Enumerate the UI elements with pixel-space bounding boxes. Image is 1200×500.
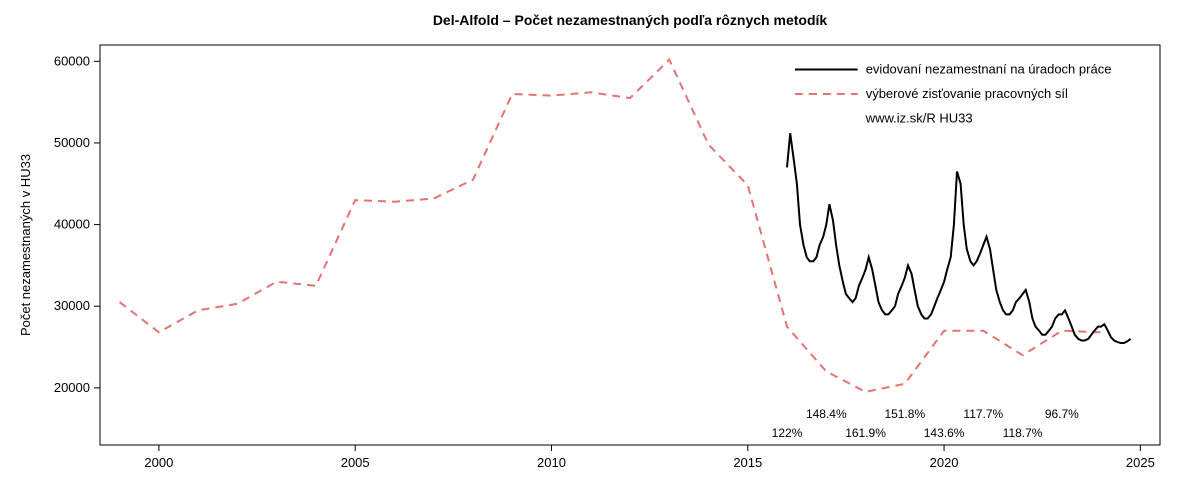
- y-tick-label: 60000: [54, 53, 90, 68]
- y-axis-label: Počet nezamestnaných v HU33: [18, 154, 33, 336]
- percent-label: 118.7%: [1003, 426, 1043, 440]
- y-tick-label: 50000: [54, 135, 90, 150]
- y-tick-label: 30000: [54, 298, 90, 313]
- percent-label: 161.9%: [845, 426, 886, 440]
- x-tick-label: 2025: [1126, 455, 1155, 470]
- legend-footer: www.iz.sk/R HU33: [865, 110, 973, 125]
- y-tick-label: 20000: [54, 380, 90, 395]
- x-tick-label: 2000: [144, 455, 173, 470]
- percent-label: 151.8%: [884, 407, 925, 421]
- percent-label: 143.6%: [924, 426, 965, 440]
- series-solid: [787, 133, 1131, 343]
- x-tick-label: 2015: [733, 455, 762, 470]
- y-tick-label: 40000: [54, 217, 90, 232]
- x-tick-label: 2010: [537, 455, 566, 470]
- percent-label: 148.4%: [806, 407, 847, 421]
- chart-svg: Del-Alfold – Počet nezamestnaných podľa …: [0, 0, 1200, 500]
- legend-label: evidovaní nezamestnaní na úradoch práce: [866, 61, 1112, 76]
- percent-labels: 148.4% 151.8% 117.7% 96.7% 122% 161.9% 143.6% 1…: [772, 407, 1080, 440]
- legend-label: výberové zisťovanie pracovných síl: [866, 86, 1068, 101]
- x-tick-label: 2005: [341, 455, 370, 470]
- percent-label: 96.7%: [1045, 407, 1079, 421]
- y-axis: 20000 30000 40000 50000 60000: [54, 53, 100, 395]
- chart-title: Del-Alfold – Počet nezamestnaných podľa …: [433, 12, 828, 28]
- x-tick-label: 2020: [930, 455, 959, 470]
- plot-border: [100, 45, 1160, 445]
- x-axis: 2000 2005 2010 2015 2020 2025: [144, 445, 1154, 470]
- legend: evidovaní nezamestnaní na úradoch práce v…: [795, 61, 1112, 125]
- percent-label: 117.7%: [963, 407, 1003, 421]
- chart-container: Del-Alfold – Počet nezamestnaných podľa …: [0, 0, 1200, 500]
- percent-label: 122%: [772, 426, 803, 440]
